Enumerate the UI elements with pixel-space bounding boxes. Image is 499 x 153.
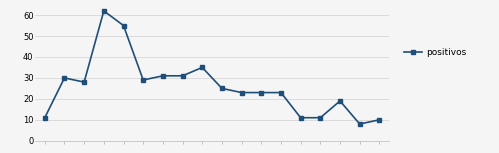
positivos [317,117,323,119]
positivos [357,123,363,125]
positivos [42,117,48,119]
positivos [101,10,107,12]
positivos [297,117,303,119]
positivos [278,92,284,93]
positivos [199,67,205,68]
positivos [239,92,245,93]
Line: positivos: positivos [43,9,381,126]
positivos [81,81,87,83]
positivos [140,79,146,81]
positivos [61,77,67,79]
positivos [337,100,343,102]
positivos [219,88,225,89]
positivos [120,25,126,26]
positivos [376,119,382,121]
Legend: positivos: positivos [401,44,470,60]
positivos [258,92,264,93]
positivos [160,75,166,77]
positivos [180,75,186,77]
